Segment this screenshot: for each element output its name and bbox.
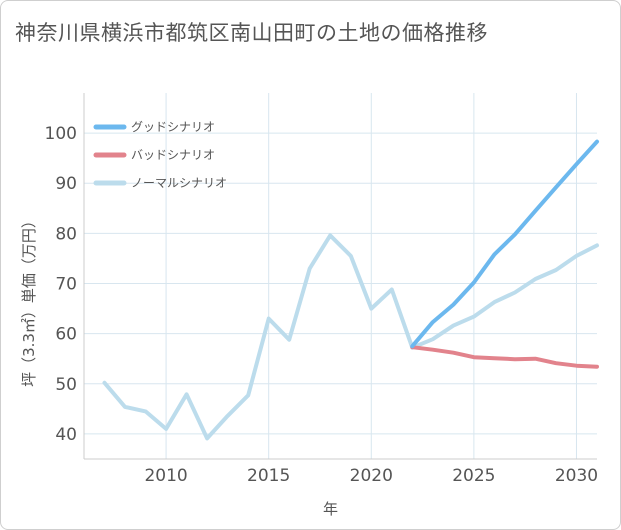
x-axis-title: 年 xyxy=(323,500,338,518)
y-tick-label: 70 xyxy=(55,275,77,295)
legend-label: グッドシナリオ xyxy=(131,120,215,134)
x-tick-label: 2010 xyxy=(144,466,187,486)
chart-title: 神奈川県横浜市都筑区南山田町の土地の価格推移 xyxy=(15,21,488,45)
y-tick-label: 40 xyxy=(55,425,77,445)
legend-label: ノーマルシナリオ xyxy=(131,176,227,190)
x-tick-label: 2025 xyxy=(452,466,495,486)
y-tick-label: 90 xyxy=(55,174,77,194)
y-tick-label: 60 xyxy=(55,325,77,345)
y-tick-label: 80 xyxy=(55,224,77,244)
x-tick-label: 2030 xyxy=(555,466,598,486)
x-tick-label: 2015 xyxy=(247,466,290,486)
plot-area xyxy=(84,93,597,459)
x-tick-label: 2020 xyxy=(350,466,393,486)
y-tick-label: 100 xyxy=(45,124,77,144)
y-tick-label: 50 xyxy=(55,375,77,395)
series-line-good xyxy=(410,139,599,349)
series-line-normal xyxy=(102,233,599,441)
series-line-bad xyxy=(410,345,599,369)
legend-label: バッドシナリオ xyxy=(131,148,215,162)
y-axis-title: 坪（3.3㎡）単価（万円） xyxy=(20,213,38,387)
